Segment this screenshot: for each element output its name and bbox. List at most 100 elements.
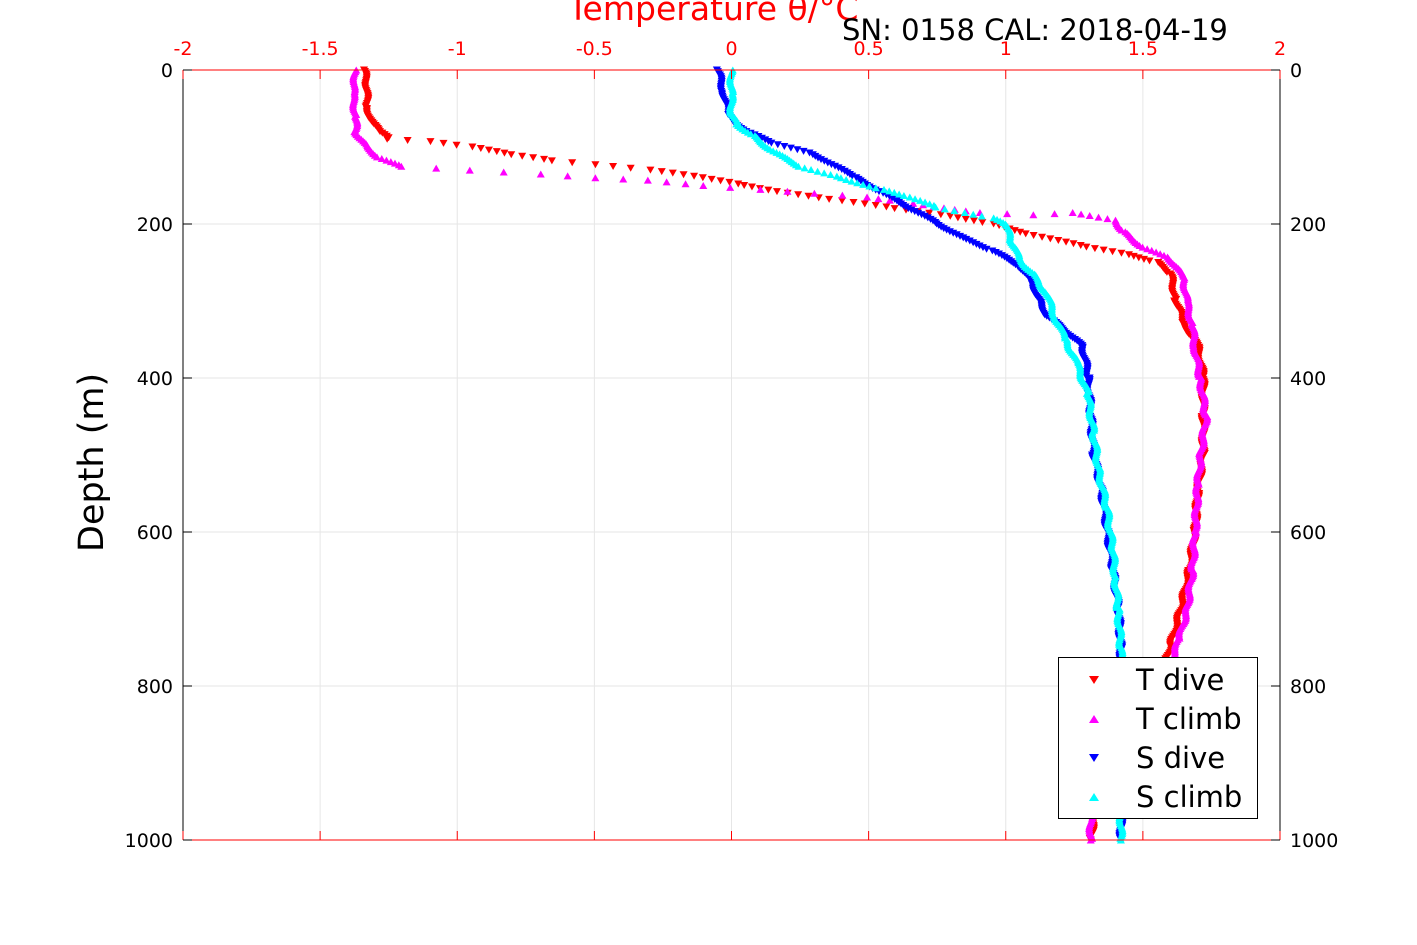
data-point	[961, 215, 970, 223]
data-point	[518, 152, 527, 160]
data-point	[698, 174, 707, 182]
chart-title: Temperature θ/°C	[568, 0, 859, 28]
data-point	[804, 192, 813, 200]
data-point	[484, 146, 493, 154]
data-point	[668, 169, 677, 177]
data-point	[699, 182, 708, 189]
data-point	[807, 166, 816, 174]
data-point	[780, 142, 789, 150]
data-point	[969, 217, 978, 225]
data-point	[863, 193, 872, 201]
x-tick-label: -0.5	[576, 38, 613, 60]
legend-label-s-dive: S dive	[1136, 741, 1226, 775]
data-point	[500, 149, 509, 157]
data-point	[946, 212, 955, 220]
data-point	[1050, 210, 1059, 218]
data-point	[825, 195, 834, 203]
data-point	[1103, 215, 1112, 223]
y-tick-label-left: 600	[137, 522, 173, 544]
data-point	[499, 168, 508, 176]
data-point	[826, 171, 835, 178]
data-point	[747, 183, 756, 191]
data-point	[977, 212, 986, 220]
data-point	[925, 209, 934, 217]
data-point	[1152, 248, 1161, 256]
x-tick-label: 0.5	[854, 38, 884, 60]
data-point	[871, 184, 880, 192]
legend-item-s-climb: S climb	[1059, 778, 1259, 816]
data-point	[885, 187, 894, 195]
data-point	[1138, 243, 1147, 251]
data-point	[838, 197, 847, 205]
data-point	[1082, 243, 1091, 251]
data-point	[885, 196, 894, 204]
data-point	[465, 166, 474, 174]
x-tick-label: 0	[725, 38, 737, 60]
data-point	[853, 179, 862, 187]
data-point	[1117, 249, 1126, 257]
data-point	[547, 157, 556, 165]
data-point	[936, 211, 945, 219]
data-point	[507, 151, 516, 159]
y-tick-label-right: 200	[1290, 214, 1326, 236]
data-point	[895, 190, 904, 198]
legend-marker-s-climb	[1089, 793, 1099, 801]
data-point	[1085, 212, 1094, 220]
data-point	[563, 172, 572, 180]
y-tick-label-left: 200	[137, 214, 173, 236]
data-point	[931, 203, 940, 211]
data-point	[1054, 237, 1063, 244]
data-point	[859, 180, 868, 188]
data-point	[849, 198, 858, 206]
data-point	[1029, 211, 1038, 219]
data-point	[810, 189, 819, 197]
data-point	[871, 202, 880, 210]
data-point	[646, 166, 655, 174]
data-point	[377, 155, 386, 163]
data-point	[740, 182, 749, 189]
axes	[182, 69, 1281, 841]
serial-calibration-label: SN: 0158 CAL: 2018-04-19	[842, 13, 1228, 47]
data-point	[725, 178, 734, 186]
data-point	[890, 205, 899, 213]
data-point	[591, 174, 600, 182]
y-tick-label-left: 1000	[125, 830, 173, 852]
data-point	[591, 161, 600, 169]
data-point	[679, 171, 688, 179]
legend-label-t-dive: T dive	[1136, 663, 1225, 697]
data-point	[716, 177, 725, 185]
x-tick-label: 2	[1274, 38, 1286, 60]
data-point	[476, 145, 485, 153]
data-point	[1038, 233, 1047, 241]
data-point	[382, 156, 391, 164]
data-point	[832, 172, 841, 180]
data-point	[536, 170, 545, 178]
data-point	[540, 155, 549, 163]
series-s-climb	[725, 66, 1127, 844]
data-point	[911, 195, 920, 203]
data-point	[799, 147, 808, 155]
data-point	[643, 176, 652, 184]
data-point	[925, 200, 934, 208]
y-tick-label-right: 1000	[1290, 830, 1338, 852]
data-point	[940, 205, 949, 213]
y-tick-label-right: 600	[1290, 522, 1326, 544]
data-point	[969, 210, 978, 218]
data-point	[813, 167, 822, 175]
data-point	[1145, 257, 1154, 265]
legend-marker-t-climb	[1089, 715, 1099, 723]
data-point	[842, 175, 851, 183]
data-point	[909, 199, 918, 207]
data-point	[899, 192, 908, 200]
data-point	[767, 139, 776, 147]
data-point	[1003, 210, 1012, 218]
data-point	[786, 144, 795, 152]
data-point	[890, 188, 899, 196]
data-point	[847, 177, 856, 185]
data-point	[820, 169, 829, 177]
data-point	[492, 148, 501, 156]
data-point	[794, 162, 803, 170]
data-point	[916, 196, 925, 204]
data-point	[879, 185, 888, 193]
